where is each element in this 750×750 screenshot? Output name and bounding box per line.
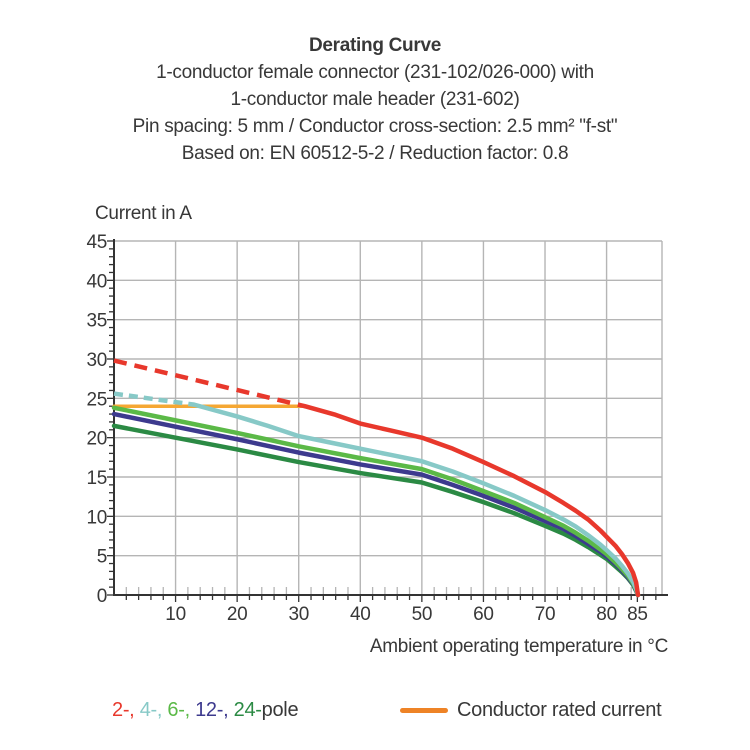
x-tick-label-20: 20 (227, 604, 248, 625)
chart-subtitle-spacing: Pin spacing: 5 mm / Conductor cross-sect… (132, 116, 618, 137)
x-tick-label-85: 85 (627, 604, 648, 625)
legend-pole-6: 6-, (167, 699, 196, 721)
x-axis-title: Ambient operating temperature in °C (369, 636, 668, 657)
y-tick-label-40: 40 (86, 271, 107, 292)
x-tick-label-60: 60 (473, 604, 494, 625)
legend-pole-counts: 2-, 4-, 6-, 12-, 24-pole (112, 699, 299, 722)
y-tick-label-0: 0 (97, 586, 107, 607)
y-tick-label-20: 20 (86, 429, 107, 450)
y-tick-label-10: 10 (86, 507, 107, 528)
chart-header: Derating Curve 1-conductor female connec… (0, 32, 750, 167)
chart-subtitle-standard: Based on: EN 60512-5-2 / Reduction facto… (181, 143, 569, 164)
rated-current-label: Conductor rated current (457, 699, 662, 721)
y-tick-label-15: 15 (86, 468, 107, 489)
x-tick-label-30: 30 (288, 604, 309, 625)
curve-4-pole (191, 402, 641, 598)
y-tick-label-45: 45 (86, 232, 107, 253)
legend-pole-24: 24- (233, 699, 262, 721)
chart-title: Derating Curve (308, 35, 441, 56)
curve-2-pole-dashed (113, 358, 306, 409)
x-tick-label-70: 70 (535, 604, 556, 625)
x-tick-label-50: 50 (412, 604, 433, 625)
legend-pole-4: 4-, (139, 699, 168, 721)
x-tick-label-80: 80 (596, 604, 617, 625)
y-tick-label-30: 30 (86, 350, 107, 371)
chart-subtitle-header: 1-conductor male header (231-602) (230, 89, 520, 110)
legend-pole-12: 12-, (195, 699, 234, 721)
curve-2-pole (302, 403, 641, 598)
rated-current-line-swatch (400, 708, 448, 713)
x-tick-label-40: 40 (350, 604, 371, 625)
y-tick-label-35: 35 (86, 311, 107, 332)
legend-pole-suffix: pole (261, 699, 299, 721)
chart-subtitle-connector: 1-conductor female connector (231-102/02… (156, 62, 594, 83)
curve-4-pole-dashed (113, 391, 195, 407)
x-tick-label-10: 10 (165, 604, 186, 625)
y-tick-label-5: 5 (97, 547, 107, 568)
y-tick-label-25: 25 (86, 389, 107, 410)
legend-pole-2: 2-, (112, 699, 140, 721)
y-axis-title: Current in A (95, 203, 192, 224)
